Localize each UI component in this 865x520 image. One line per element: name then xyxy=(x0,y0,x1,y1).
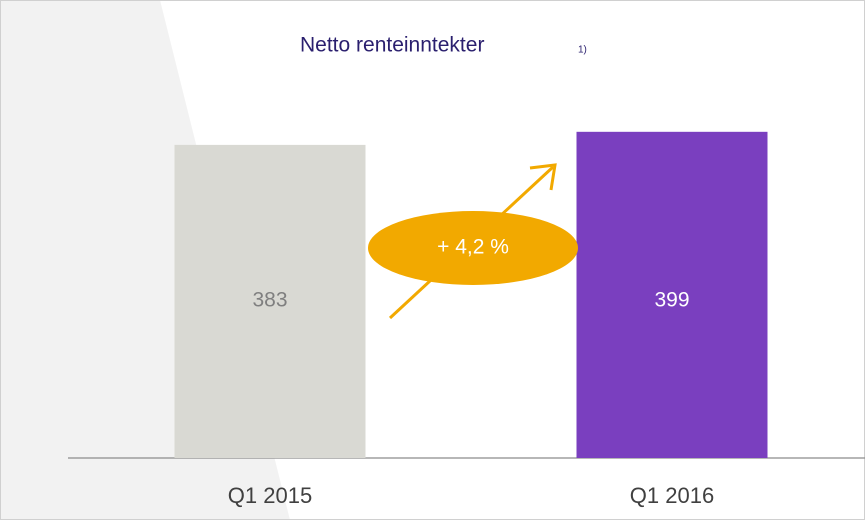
value-label: 383 xyxy=(252,289,287,312)
value-label: 399 xyxy=(654,289,689,312)
bar xyxy=(174,144,366,458)
title-footnote: 1) xyxy=(578,45,587,56)
arrow-head xyxy=(529,163,557,191)
x-tick-label: Q1 2015 xyxy=(228,483,312,508)
chart-title: Netto renteinntekter xyxy=(300,34,484,57)
annotation-bubble xyxy=(368,211,578,285)
x-tick-label: Q1 2016 xyxy=(630,483,714,508)
bar xyxy=(576,131,768,458)
annotation: + 4,2 % xyxy=(437,236,509,259)
